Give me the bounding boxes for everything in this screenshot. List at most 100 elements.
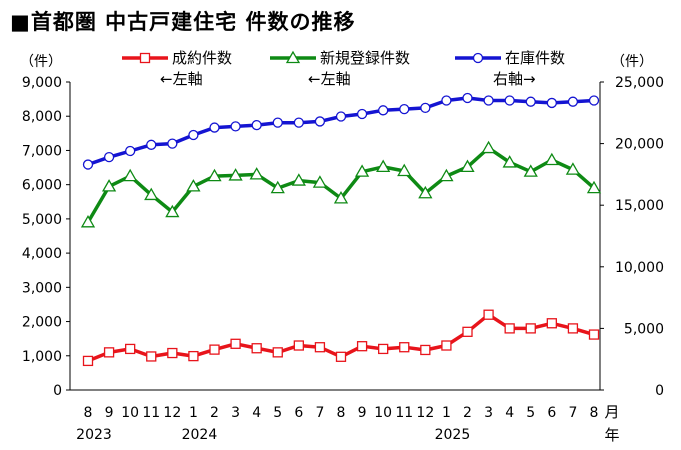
x-tick-label: 7	[568, 405, 577, 421]
legend-marker-1	[139, 52, 151, 64]
data-point-series-3	[251, 119, 262, 131]
data-point-series-3	[146, 139, 157, 150]
data-point-series-3	[188, 129, 199, 141]
x-tick-label: 1	[442, 405, 451, 421]
data-point-series-1	[314, 342, 326, 353]
series-line-3	[87, 96, 595, 167]
legend-label-3: 在庫件数	[505, 49, 565, 67]
data-point-series-3	[314, 116, 326, 127]
x-tick-label: 8	[84, 405, 93, 421]
x-tick-label: 4	[252, 405, 261, 421]
data-point-series-1	[567, 323, 579, 334]
x-tick-label: 10	[121, 405, 139, 421]
data-point-series-2	[333, 191, 349, 204]
data-point-series-3	[335, 111, 347, 122]
x-tick-label: 12	[163, 405, 181, 421]
data-point-series-2	[144, 187, 159, 201]
chart-title: ■首都圏 中古戸建住宅 件数の推移	[10, 10, 356, 34]
data-point-series-2	[502, 155, 517, 168]
left-axis-unit: （件）	[20, 54, 62, 70]
data-point-series-2	[586, 180, 602, 194]
data-point-series-3	[420, 102, 431, 114]
data-point-series-2	[418, 185, 433, 199]
data-point-series-3	[588, 95, 600, 106]
data-point-series-3	[546, 97, 557, 109]
data-point-series-1	[588, 329, 600, 340]
legend-label-1: 成約件数	[172, 49, 232, 67]
left-tick-label: 7,000	[22, 143, 62, 159]
data-point-series-1	[125, 343, 136, 355]
x-tick-label: 5	[273, 405, 282, 421]
data-point-series-1	[82, 355, 94, 367]
data-point-series-1	[230, 338, 241, 349]
data-point-series-1	[399, 342, 410, 353]
data-point-series-2	[123, 168, 138, 182]
left-tick-label: 8,000	[22, 109, 62, 125]
data-point-series-1	[188, 350, 199, 362]
data-point-series-2	[270, 180, 285, 194]
left-tick-label: 3,000	[22, 280, 62, 296]
data-point-series-2	[165, 204, 180, 218]
x-unit-month: 月	[604, 403, 619, 421]
data-point-series-1	[546, 318, 557, 329]
data-point-series-3	[293, 117, 304, 128]
data-point-series-3	[103, 152, 115, 163]
data-point-series-2	[249, 167, 264, 180]
legend-axis-note-3: 右軸→	[493, 70, 536, 88]
x-tick-label: 1	[189, 405, 198, 421]
left-tick-label: 2,000	[22, 315, 62, 331]
data-point-series-1	[146, 351, 157, 362]
data-point-series-2	[523, 164, 538, 177]
right-tick-label: 25,000	[615, 75, 664, 91]
legend-axis-note-2: ←左軸	[308, 70, 351, 88]
data-point-series-3	[209, 122, 220, 133]
data-point-series-3	[525, 96, 536, 107]
x-tick-label: 6	[547, 405, 556, 421]
data-point-series-2	[354, 164, 370, 177]
left-tick-label: 5,000	[22, 212, 62, 228]
x-tick-label: 11	[395, 405, 413, 421]
x-tick-label: 2	[463, 405, 472, 421]
legend-marker-2	[285, 50, 301, 64]
data-point-series-2	[376, 159, 391, 173]
data-point-series-2	[439, 168, 454, 182]
x-tick-label: 5	[526, 405, 535, 421]
x-year-label: 2025	[435, 427, 471, 443]
data-point-series-2	[397, 163, 412, 177]
data-point-series-2	[228, 168, 243, 181]
x-tick-label: 12	[416, 405, 434, 421]
data-point-series-1	[420, 344, 431, 356]
data-point-series-3	[230, 121, 241, 132]
left-tick-label: 9,000	[22, 75, 62, 91]
x-tick-label: 9	[105, 405, 114, 421]
x-tick-label: 4	[505, 405, 514, 421]
data-point-series-3	[272, 117, 283, 128]
data-point-series-2	[207, 168, 222, 182]
data-point-series-3	[356, 108, 368, 120]
series-line-2	[86, 146, 596, 224]
right-tick-label: 10,000	[615, 260, 664, 276]
left-tick-label: 1,000	[22, 349, 62, 365]
x-tick-label: 6	[294, 405, 303, 421]
data-point-series-1	[335, 351, 347, 362]
data-point-series-1	[525, 323, 536, 334]
data-point-series-1	[209, 344, 220, 355]
data-point-series-2	[101, 179, 117, 192]
right-tick-label: 5,000	[624, 321, 664, 337]
right-axis-unit: （件）	[611, 54, 653, 70]
data-point-series-2	[291, 173, 306, 186]
left-tick-label: 4,000	[22, 246, 62, 262]
data-point-series-3	[462, 92, 473, 104]
data-point-series-1	[103, 347, 115, 358]
data-point-series-3	[567, 96, 579, 107]
x-tick-label: 7	[315, 405, 324, 421]
x-tick-label: 8	[590, 405, 599, 421]
data-point-series-1	[293, 340, 304, 351]
data-point-series-1	[483, 309, 494, 320]
x-tick-label: 3	[231, 405, 240, 421]
data-point-series-1	[504, 323, 515, 334]
data-point-series-3	[504, 95, 515, 106]
data-point-series-3	[399, 103, 410, 115]
legend-label-2: 新規登録件数	[320, 49, 410, 67]
